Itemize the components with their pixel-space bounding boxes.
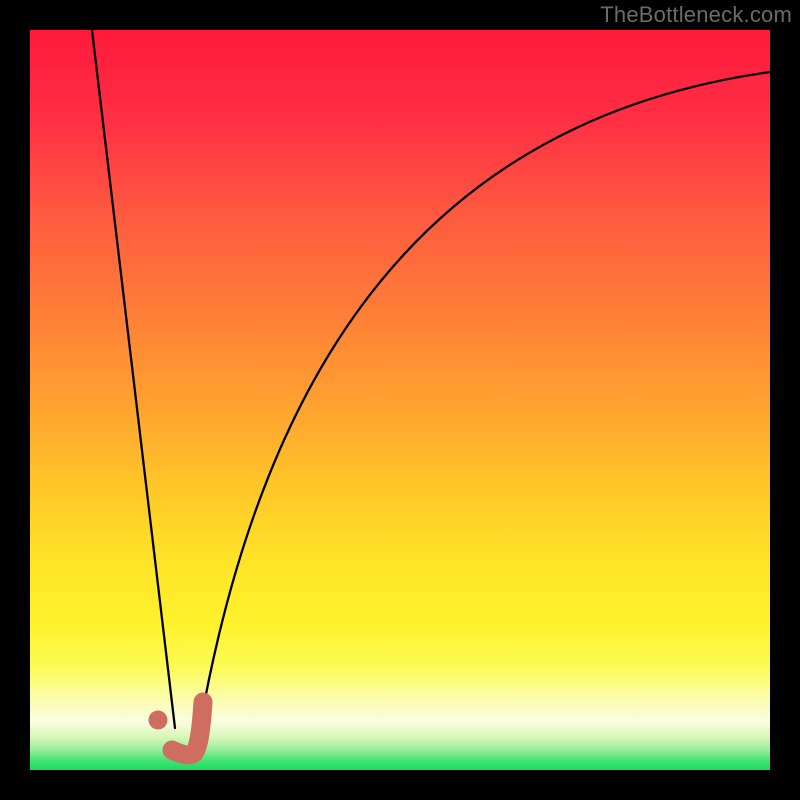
watermark-text: TheBottleneck.com (600, 2, 792, 28)
plot-background (30, 30, 770, 770)
bottleneck-chart (0, 0, 800, 800)
valley-marker-dot (149, 711, 168, 730)
chart-container: TheBottleneck.com (0, 0, 800, 800)
